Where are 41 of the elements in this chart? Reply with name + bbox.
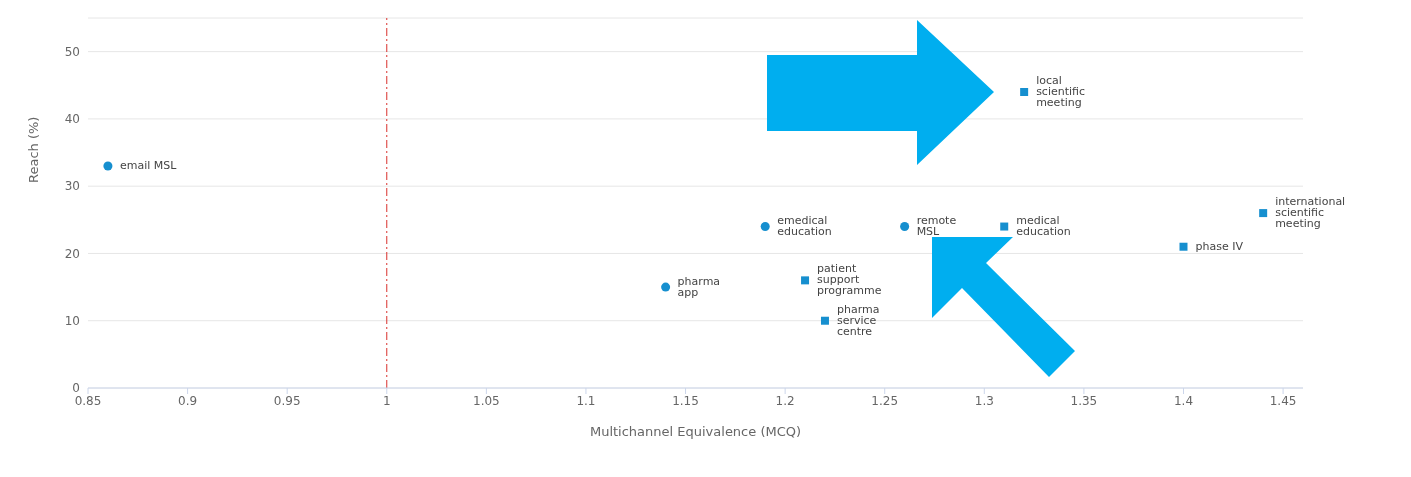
annotation: remote MSL xyxy=(916,214,957,239)
x-axis-title: Multichannel Equivalence (MCQ) xyxy=(589,424,802,439)
annotation: patient support programme xyxy=(817,262,882,298)
point xyxy=(1179,242,1188,251)
y-tick-label: 50 xyxy=(64,44,80,59)
x-tick-label: 0.95 xyxy=(273,393,301,408)
point xyxy=(1020,88,1029,96)
annotation: phase IV xyxy=(1195,239,1244,253)
annotation: local scientific meeting xyxy=(1036,74,1086,109)
x-tick-label: 1.35 xyxy=(1070,393,1098,408)
point xyxy=(661,282,671,292)
x-tick-label: 0.9 xyxy=(178,393,198,408)
point xyxy=(900,222,910,232)
x-tick-label: 1.05 xyxy=(473,393,500,408)
point xyxy=(801,276,810,285)
annotation: pharma app xyxy=(677,274,721,299)
annotation: emedical education xyxy=(777,214,832,239)
annotation: email MSL xyxy=(119,159,178,172)
y-tick-label: 0 xyxy=(72,381,80,396)
x-tick-label: 1.15 xyxy=(672,393,699,408)
y-tick-label: 20 xyxy=(64,246,80,261)
annotation: international scientific meeting xyxy=(1275,195,1346,231)
y-tick-label: 40 xyxy=(64,112,80,127)
y-axis-title: Reach (%) xyxy=(25,116,41,183)
x-tick-label: 1.2 xyxy=(775,393,795,408)
x-tick-label: 0.85 xyxy=(74,393,102,408)
x-tick-label: 1.1 xyxy=(576,393,596,408)
point xyxy=(760,222,770,232)
annotation: medical education xyxy=(1016,214,1071,239)
y-tick-label: 30 xyxy=(64,179,80,194)
y-tick-label: 10 xyxy=(64,313,80,328)
point xyxy=(1000,222,1009,231)
point xyxy=(103,161,113,171)
point xyxy=(1259,209,1268,218)
x-tick-label: 1.4 xyxy=(1173,393,1194,408)
annotation: pharma service centre xyxy=(836,302,880,338)
point xyxy=(820,316,829,325)
x-tick-label: 1.45 xyxy=(1269,393,1297,408)
x-tick-label: 1 xyxy=(382,393,391,408)
x-tick-label: 1.25 xyxy=(871,393,899,408)
x-tick-label: 1.3 xyxy=(974,393,994,408)
